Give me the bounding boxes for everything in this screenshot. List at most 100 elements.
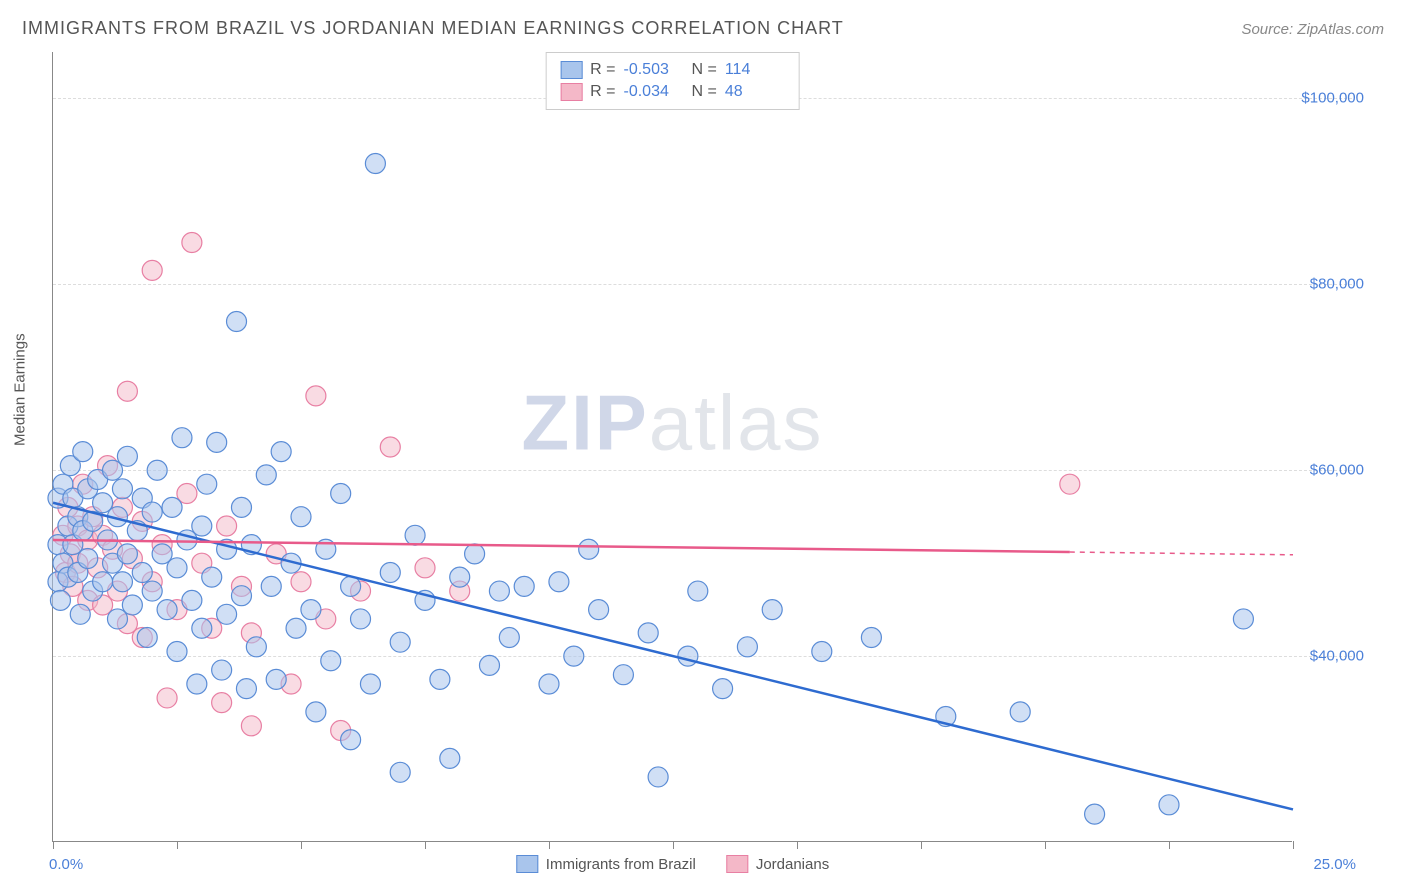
jordan-point: [380, 437, 400, 457]
brazil-point: [192, 618, 212, 638]
brazil-point: [122, 595, 142, 615]
swatch-brazil: [560, 61, 582, 79]
x-axis-min: 0.0%: [49, 856, 83, 873]
brazil-point: [246, 637, 266, 657]
brazil-point: [207, 432, 227, 452]
brazil-point: [1085, 804, 1105, 824]
chart-header: IMMIGRANTS FROM BRAZIL VS JORDANIAN MEDI…: [22, 18, 1384, 39]
y-tick-label: $100,000: [1301, 90, 1364, 107]
jordan-point: [142, 260, 162, 280]
jordan-trendline-dashed: [1070, 552, 1293, 555]
brazil-point: [514, 576, 534, 596]
brazil-point: [762, 600, 782, 620]
brazil-point: [192, 516, 212, 536]
x-tick: [1045, 841, 1046, 849]
jordan-point: [117, 381, 137, 401]
brazil-point: [50, 590, 70, 610]
brazil-point: [465, 544, 485, 564]
brazil-point: [365, 154, 385, 174]
brazil-point: [331, 483, 351, 503]
brazil-point: [291, 507, 311, 527]
brazil-point: [147, 460, 167, 480]
brazil-point: [301, 600, 321, 620]
brazil-point: [167, 558, 187, 578]
chart-source: Source: ZipAtlas.com: [1241, 21, 1384, 38]
x-axis-max: 25.0%: [1313, 856, 1356, 873]
jordan-point: [157, 688, 177, 708]
jordan-trendline: [53, 540, 1070, 552]
brazil-point: [167, 641, 187, 661]
x-tick: [425, 841, 426, 849]
brazil-point: [539, 674, 559, 694]
y-axis-label: Median Earnings: [12, 333, 29, 446]
brazil-point: [202, 567, 222, 587]
brazil-point: [137, 628, 157, 648]
brazil-point: [405, 525, 425, 545]
x-tick: [53, 841, 54, 849]
brazil-point: [1010, 702, 1030, 722]
brazil-point: [73, 442, 93, 462]
brazil-point: [360, 674, 380, 694]
correlation-legend: R = -0.503 N = 114 R = -0.034 N = 48: [545, 52, 800, 110]
brazil-point: [341, 576, 361, 596]
brazil-point: [479, 655, 499, 675]
x-tick: [673, 841, 674, 849]
brazil-point: [351, 609, 371, 629]
brazil-point: [256, 465, 276, 485]
swatch-jordan-bottom: [726, 855, 748, 873]
brazil-point: [231, 586, 251, 606]
brazil-point: [182, 590, 202, 610]
y-tick-label: $60,000: [1310, 462, 1364, 479]
brazil-point: [380, 562, 400, 582]
brazil-point: [861, 628, 881, 648]
brazil-point: [261, 576, 281, 596]
brazil-point: [142, 581, 162, 601]
jordan-point: [306, 386, 326, 406]
brazil-point: [390, 762, 410, 782]
brazil-point: [212, 660, 232, 680]
brazil-point: [341, 730, 361, 750]
brazil-point: [271, 442, 291, 462]
brazil-point: [70, 604, 90, 624]
brazil-point: [440, 748, 460, 768]
swatch-brazil-bottom: [516, 855, 538, 873]
brazil-point: [549, 572, 569, 592]
brazil-point: [321, 651, 341, 671]
brazil-point: [688, 581, 708, 601]
jordan-point: [415, 558, 435, 578]
brazil-point: [78, 549, 98, 569]
x-tick: [301, 841, 302, 849]
brazil-point: [564, 646, 584, 666]
x-tick: [549, 841, 550, 849]
swatch-jordan: [560, 83, 582, 101]
brazil-point: [132, 562, 152, 582]
brazil-point: [499, 628, 519, 648]
brazil-point: [812, 641, 832, 661]
brazil-point: [266, 669, 286, 689]
brazil-point: [162, 497, 182, 517]
legend-item-jordan: Jordanians: [726, 855, 829, 873]
brazil-point: [236, 679, 256, 699]
brazil-point: [187, 674, 207, 694]
brazil-point: [430, 669, 450, 689]
brazil-point: [306, 702, 326, 722]
brazil-point: [172, 428, 192, 448]
brazil-point: [1233, 609, 1253, 629]
jordan-point: [217, 516, 237, 536]
brazil-point: [142, 502, 162, 522]
brazil-point: [217, 604, 237, 624]
brazil-point: [678, 646, 698, 666]
jordan-point: [1060, 474, 1080, 494]
plot-area: ZIPatlas $40,000$60,000$80,000$100,000 R…: [52, 52, 1292, 842]
brazil-point: [1159, 795, 1179, 815]
legend-item-brazil: Immigrants from Brazil: [516, 855, 696, 873]
scatter-svg: [53, 52, 1292, 841]
brazil-point: [93, 572, 113, 592]
brazil-point: [589, 600, 609, 620]
brazil-point: [227, 312, 247, 332]
brazil-point: [231, 497, 251, 517]
series-legend: Immigrants from Brazil Jordanians: [516, 855, 829, 873]
brazil-point: [286, 618, 306, 638]
y-tick-label: $40,000: [1310, 648, 1364, 665]
brazil-point: [613, 665, 633, 685]
